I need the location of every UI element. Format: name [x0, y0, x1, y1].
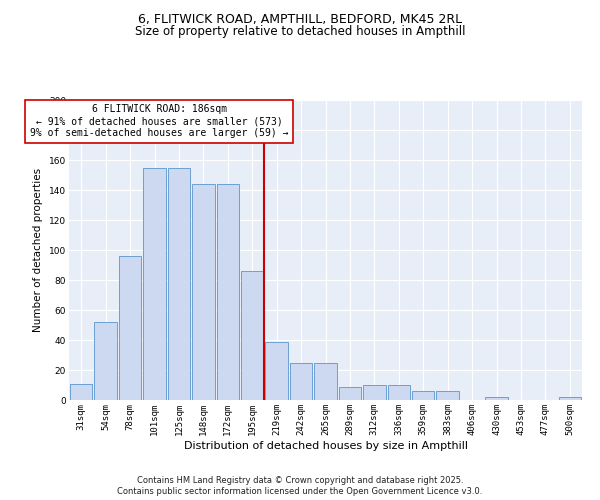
Bar	[290, 362, 313, 400]
Bar	[70, 384, 92, 400]
Text: Size of property relative to detached houses in Ampthill: Size of property relative to detached ho…	[135, 25, 465, 38]
Bar	[241, 271, 263, 400]
Bar	[363, 385, 386, 400]
Bar	[436, 391, 459, 400]
Bar	[412, 391, 434, 400]
Y-axis label: Number of detached properties: Number of detached properties	[34, 168, 43, 332]
Bar	[338, 386, 361, 400]
Text: 6 FLITWICK ROAD: 186sqm
← 91% of detached houses are smaller (573)
9% of semi-de: 6 FLITWICK ROAD: 186sqm ← 91% of detache…	[30, 104, 289, 138]
Text: Contains public sector information licensed under the Open Government Licence v3: Contains public sector information licen…	[118, 488, 482, 496]
Bar	[314, 362, 337, 400]
X-axis label: Distribution of detached houses by size in Ampthill: Distribution of detached houses by size …	[184, 440, 467, 450]
Bar	[559, 397, 581, 400]
Bar	[192, 184, 215, 400]
Bar	[143, 168, 166, 400]
Bar	[265, 342, 288, 400]
Bar	[485, 397, 508, 400]
Bar	[94, 322, 117, 400]
Bar	[388, 385, 410, 400]
Bar	[119, 256, 142, 400]
Bar	[167, 168, 190, 400]
Text: Contains HM Land Registry data © Crown copyright and database right 2025.: Contains HM Land Registry data © Crown c…	[137, 476, 463, 485]
Text: 6, FLITWICK ROAD, AMPTHILL, BEDFORD, MK45 2RL: 6, FLITWICK ROAD, AMPTHILL, BEDFORD, MK4…	[138, 12, 462, 26]
Bar	[217, 184, 239, 400]
